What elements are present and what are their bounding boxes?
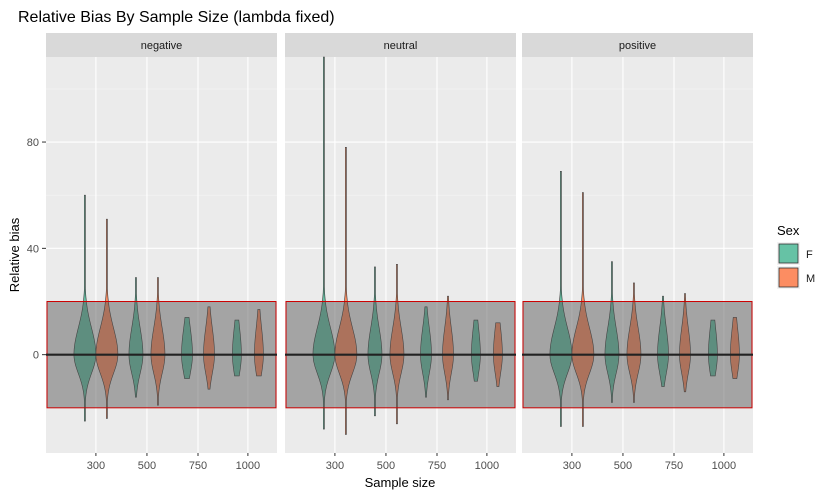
x-tick-label: 500 [614, 460, 632, 472]
violin-M-500 [626, 282, 642, 403]
violin-F-300 [312, 56, 336, 430]
facet-strip [46, 33, 277, 57]
x-tick-label: 1000 [712, 460, 736, 472]
violin-F-300 [73, 194, 97, 422]
y-tick-label: 0 [33, 350, 39, 362]
chart-title: Relative Bias By Sample Size (lambda fix… [18, 9, 335, 26]
violin-F-1000 [708, 319, 718, 377]
x-tick-label: 500 [377, 460, 395, 472]
x-tick-label: 750 [189, 460, 207, 472]
violin-M-300 [334, 147, 358, 435]
violin-M-750 [203, 306, 215, 390]
legend-swatch-F [778, 243, 799, 264]
x-tick-label: 500 [138, 460, 156, 472]
violin-M-500 [150, 277, 166, 406]
violin-F-1000 [232, 319, 242, 377]
x-tick-label: 750 [428, 460, 446, 472]
x-tick-label: 1000 [236, 460, 260, 472]
violin-M-750 [679, 293, 691, 393]
facet-panels: negative 300 500 750 1000 neutral 300 500 750 100… [46, 33, 753, 472]
y-tick-label: 80 [27, 137, 39, 149]
legend: Sex FM [777, 223, 815, 289]
facet-panel-neutral: neutral 300 500 750 1000 [285, 33, 516, 472]
facet-strip [522, 33, 753, 57]
y-axis: 0 40 80 [27, 137, 46, 362]
x-tick-label: 1000 [475, 460, 499, 472]
violin-F-750 [181, 317, 193, 379]
facet-strip [285, 33, 516, 57]
x-tick-label: 300 [563, 460, 581, 472]
violin-F-1000 [471, 319, 481, 382]
x-tick-label: 750 [665, 460, 683, 472]
violin-M-500 [389, 264, 405, 425]
violin-F-500 [128, 277, 144, 398]
violin-F-750 [420, 306, 432, 398]
violin-F-500 [604, 261, 620, 403]
facet-strip-label: neutral [384, 40, 418, 52]
facet-strip-label: positive [619, 40, 656, 52]
facet-panel-negative: negative 300 500 750 1000 [46, 33, 277, 472]
x-tick-label: 300 [326, 460, 344, 472]
y-axis-label: Relative bias [7, 217, 22, 292]
violin-F-500 [367, 266, 383, 417]
violin-M-750 [442, 295, 454, 401]
x-tick-label: 300 [87, 460, 105, 472]
y-tick-label: 40 [27, 243, 39, 255]
facet-strip-label: negative [141, 40, 183, 52]
violin-F-750 [657, 295, 669, 387]
x-axis-label: Sample size [365, 475, 436, 490]
violin-M-1000 [730, 317, 740, 379]
legend-title: Sex [777, 223, 800, 238]
legend-label-F: F [806, 249, 813, 261]
facet-panel-positive: positive 300 500 750 1000 [522, 33, 753, 472]
legend-swatch-M [778, 267, 799, 288]
legend-label-M: M [806, 273, 815, 285]
violin-F-300 [549, 170, 573, 427]
violin-M-300 [571, 192, 595, 427]
